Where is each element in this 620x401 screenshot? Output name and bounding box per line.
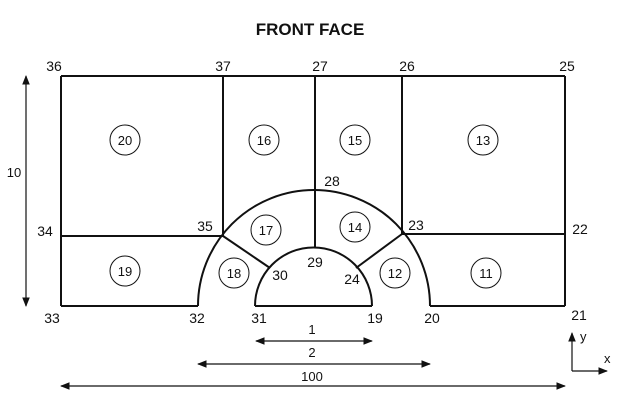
region-19: 19 <box>109 255 141 287</box>
region-label: 16 <box>257 133 271 148</box>
nodes-layer: 36 37 27 26 25 28 35 23 34 22 30 29 24 33 32 31 19 20 21 <box>37 58 588 326</box>
axis-triad: y x <box>568 329 611 375</box>
y-axis-label: y <box>580 329 587 344</box>
node-label-20: 20 <box>424 310 440 326</box>
region-marker <box>218 257 250 289</box>
node-label-31: 31 <box>251 310 267 326</box>
node-label-24: 24 <box>344 271 360 287</box>
node-label-37: 37 <box>215 58 231 74</box>
region-marker <box>379 257 411 289</box>
region-13: 13 <box>467 124 499 156</box>
region-17: 17 <box>250 214 282 246</box>
region-14: 14 <box>339 211 371 243</box>
region-label: 20 <box>118 133 132 148</box>
node-label-33: 33 <box>44 310 60 326</box>
region-marker <box>339 124 371 156</box>
region-20: 20 <box>109 124 141 156</box>
region-marker <box>250 214 282 246</box>
inner-span-label: 1 <box>308 322 315 337</box>
total-width-label: 100 <box>301 369 323 384</box>
region-marker <box>470 257 502 289</box>
region-11: 11 <box>470 257 502 289</box>
region-label: 13 <box>476 133 490 148</box>
region-marker <box>109 124 141 156</box>
node-label-35: 35 <box>197 218 213 234</box>
node-label-23: 23 <box>408 217 424 233</box>
mesh-edges <box>60 75 566 307</box>
regions-layer: 20 16 15 13 17 14 19 18 12 11 <box>109 124 502 289</box>
diagram-title: FRONT FACE <box>255 20 365 39</box>
region-15: 15 <box>339 124 371 156</box>
node-label-34: 34 <box>37 223 53 239</box>
region-marker <box>109 255 141 287</box>
region-label: 12 <box>388 266 402 281</box>
node-label-29: 29 <box>307 254 323 270</box>
region-marker <box>339 211 371 243</box>
node-label-30: 30 <box>272 267 288 283</box>
region-label: 11 <box>479 266 493 281</box>
node-label-19: 19 <box>367 310 383 326</box>
x-axis-label: x <box>604 351 611 366</box>
node-label-25: 25 <box>559 58 575 74</box>
region-12: 12 <box>379 257 411 289</box>
node-label-36: 36 <box>46 58 62 74</box>
outer-arc <box>197 189 431 307</box>
node-label-26: 26 <box>399 58 415 74</box>
height-label: 10 <box>7 165 21 180</box>
radial-23-24 <box>355 233 403 269</box>
node-label-28: 28 <box>324 173 340 189</box>
region-label: 17 <box>259 223 273 238</box>
region-16: 16 <box>248 124 280 156</box>
region-marker <box>248 124 280 156</box>
radial-35-30 <box>222 235 271 269</box>
region-label: 14 <box>348 220 362 235</box>
region-label: 19 <box>118 264 132 279</box>
node-label-21: 21 <box>571 307 587 323</box>
region-18: 18 <box>218 257 250 289</box>
node-label-22: 22 <box>572 221 588 237</box>
inner-arc <box>254 246 373 307</box>
region-label: 18 <box>227 266 241 281</box>
outer-span-label: 2 <box>308 345 315 360</box>
dimensions: 10 1 2 100 <box>7 75 566 390</box>
region-label: 15 <box>348 133 362 148</box>
node-label-32: 32 <box>189 310 205 326</box>
region-marker <box>467 124 499 156</box>
node-label-27: 27 <box>312 58 328 74</box>
